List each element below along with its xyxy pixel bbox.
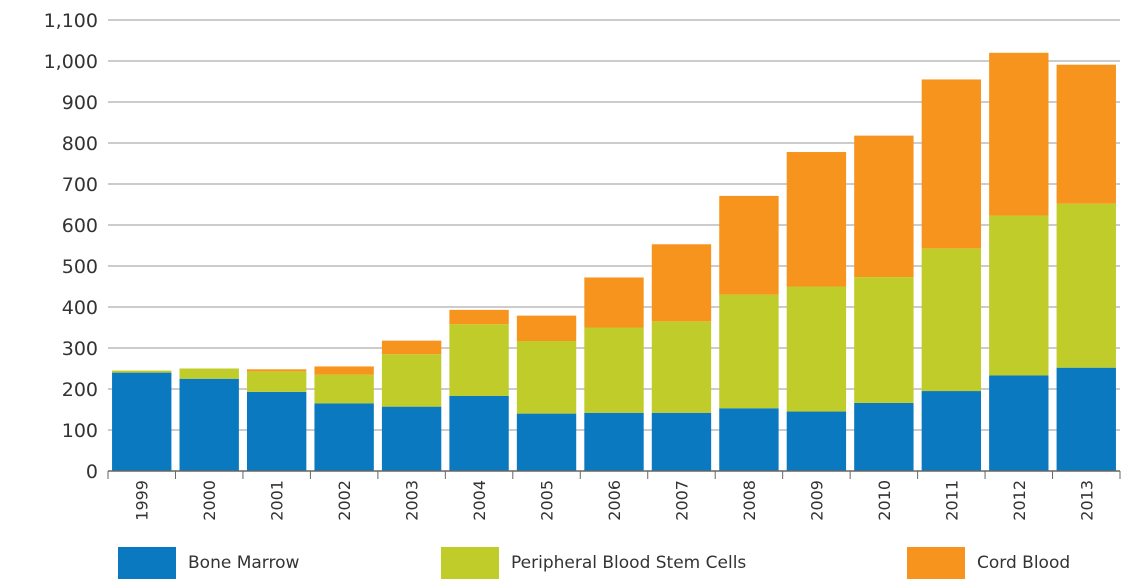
bar-peripheral-blood-stem-cells-2002 xyxy=(314,374,374,404)
bar-peripheral-blood-stem-cells-2011 xyxy=(921,248,982,392)
bar-bone-marrow-2001 xyxy=(246,391,307,471)
y-tick-label: 1,000 xyxy=(44,51,98,73)
bar-peripheral-blood-stem-cells-2004 xyxy=(449,324,509,396)
bar-cord-blood-2012 xyxy=(989,52,1049,216)
y-tick-label: 800 xyxy=(62,133,98,155)
bar-cord-blood-2009 xyxy=(786,152,847,287)
x-tick-label-2008: 2008 xyxy=(740,480,759,521)
y-tick-label: 1,100 xyxy=(44,10,98,32)
bar-peripheral-blood-stem-cells-1999 xyxy=(112,370,172,373)
legend-item-bone-marrow: Bone Marrow xyxy=(118,547,299,579)
bar-cord-blood-2004 xyxy=(449,309,509,325)
bar-bone-marrow-2003 xyxy=(381,406,442,471)
bar-cord-blood-2010 xyxy=(854,135,914,278)
bar-bone-marrow-2005 xyxy=(516,413,577,471)
x-tick-label-2002: 2002 xyxy=(335,480,354,521)
x-tick-label-2004: 2004 xyxy=(470,480,489,521)
legend-swatch-bone-marrow xyxy=(118,547,176,579)
bar-bone-marrow-2007 xyxy=(651,412,712,471)
bar-peripheral-blood-stem-cells-2012 xyxy=(989,215,1049,376)
bar-peripheral-blood-stem-cells-2010 xyxy=(854,277,914,403)
x-tick-label-2010: 2010 xyxy=(875,480,894,521)
bar-peripheral-blood-stem-cells-2003 xyxy=(381,354,442,407)
bar-peripheral-blood-stem-cells-2000 xyxy=(179,368,239,379)
x-tick-label-2007: 2007 xyxy=(672,480,691,521)
legend-swatch-cord-blood xyxy=(907,547,965,579)
bar-peripheral-blood-stem-cells-2008 xyxy=(719,294,779,409)
bar-cord-blood-2002 xyxy=(314,366,374,375)
bar-cord-blood-2011 xyxy=(921,79,982,249)
bar-bone-marrow-2000 xyxy=(179,378,239,471)
x-axis-tick-labels: 1999 2000 2001 2002 2003 2004 2005 2006 2007 2008… xyxy=(133,480,1097,521)
bar-bone-marrow-2011 xyxy=(921,391,982,471)
y-axis-tick-labels: 0 100 200 300 400 500 600 700 800 900 1,000 1,100 xyxy=(44,10,98,483)
x-tick-label-2005: 2005 xyxy=(538,480,557,521)
x-tick-label-2013: 2013 xyxy=(1077,480,1096,521)
bar-cord-blood-2003 xyxy=(381,340,442,355)
bar-peripheral-blood-stem-cells-2007 xyxy=(651,321,712,413)
y-tick-label: 900 xyxy=(62,92,98,114)
legend-label-peripheral-blood-stem-cells: Peripheral Blood Stem Cells xyxy=(511,553,747,573)
x-tick-label-2006: 2006 xyxy=(605,480,624,521)
x-tick-label-2011: 2011 xyxy=(942,480,961,521)
bar-bone-marrow-2010 xyxy=(854,402,914,471)
bar-bone-marrow-2002 xyxy=(314,403,374,471)
y-tick-label: 300 xyxy=(62,338,98,360)
bar-bone-marrow-2012 xyxy=(989,375,1049,471)
x-tick-label-1999: 1999 xyxy=(133,480,152,521)
legend-label-bone-marrow: Bone Marrow xyxy=(188,553,300,573)
legend-swatch-peripheral-blood-stem-cells xyxy=(441,547,499,579)
bar-bone-marrow-2004 xyxy=(449,395,509,471)
bar-peripheral-blood-stem-cells-2009 xyxy=(786,286,847,412)
x-tick-label-2003: 2003 xyxy=(403,480,422,521)
bar-bone-marrow-2013 xyxy=(1056,367,1116,471)
bar-cord-blood-2013 xyxy=(1056,64,1116,204)
y-tick-label: 700 xyxy=(62,174,98,196)
bar-cord-blood-2006 xyxy=(584,277,644,328)
bar-cord-blood-2007 xyxy=(651,244,712,322)
y-tick-label: 0 xyxy=(86,461,98,483)
bar-cord-blood-2001 xyxy=(246,369,307,372)
bar-bone-marrow-2006 xyxy=(584,412,644,471)
bar-cord-blood-2008 xyxy=(719,195,779,295)
legend-label-cord-blood: Cord Blood xyxy=(977,553,1071,573)
bar-bone-marrow-2008 xyxy=(719,408,779,471)
x-tick-label-2001: 2001 xyxy=(268,480,287,521)
bar-peripheral-blood-stem-cells-2005 xyxy=(516,341,577,414)
x-tick-label-2000: 2000 xyxy=(200,480,219,521)
bar-peripheral-blood-stem-cells-2013 xyxy=(1056,203,1116,368)
x-axis xyxy=(107,470,1121,479)
bar-bone-marrow-1999 xyxy=(112,372,172,471)
bar-peripheral-blood-stem-cells-2006 xyxy=(584,327,644,413)
y-tick-label: 600 xyxy=(62,215,98,237)
y-tick-label: 400 xyxy=(62,297,98,319)
y-tick-label: 500 xyxy=(62,256,98,278)
y-tick-label: 100 xyxy=(62,420,98,442)
bar-peripheral-blood-stem-cells-2001 xyxy=(246,371,307,392)
legend-item-peripheral-blood-stem-cells: Peripheral Blood Stem Cells xyxy=(441,547,746,579)
x-tick-label-2012: 2012 xyxy=(1010,480,1029,521)
x-tick-label-2009: 2009 xyxy=(807,480,826,521)
y-tick-label: 200 xyxy=(62,379,98,401)
legend-item-cord-blood: Cord Blood xyxy=(907,547,1070,579)
bar-bone-marrow-2009 xyxy=(786,411,847,471)
bars xyxy=(112,52,1116,471)
bar-cord-blood-2005 xyxy=(516,315,577,342)
